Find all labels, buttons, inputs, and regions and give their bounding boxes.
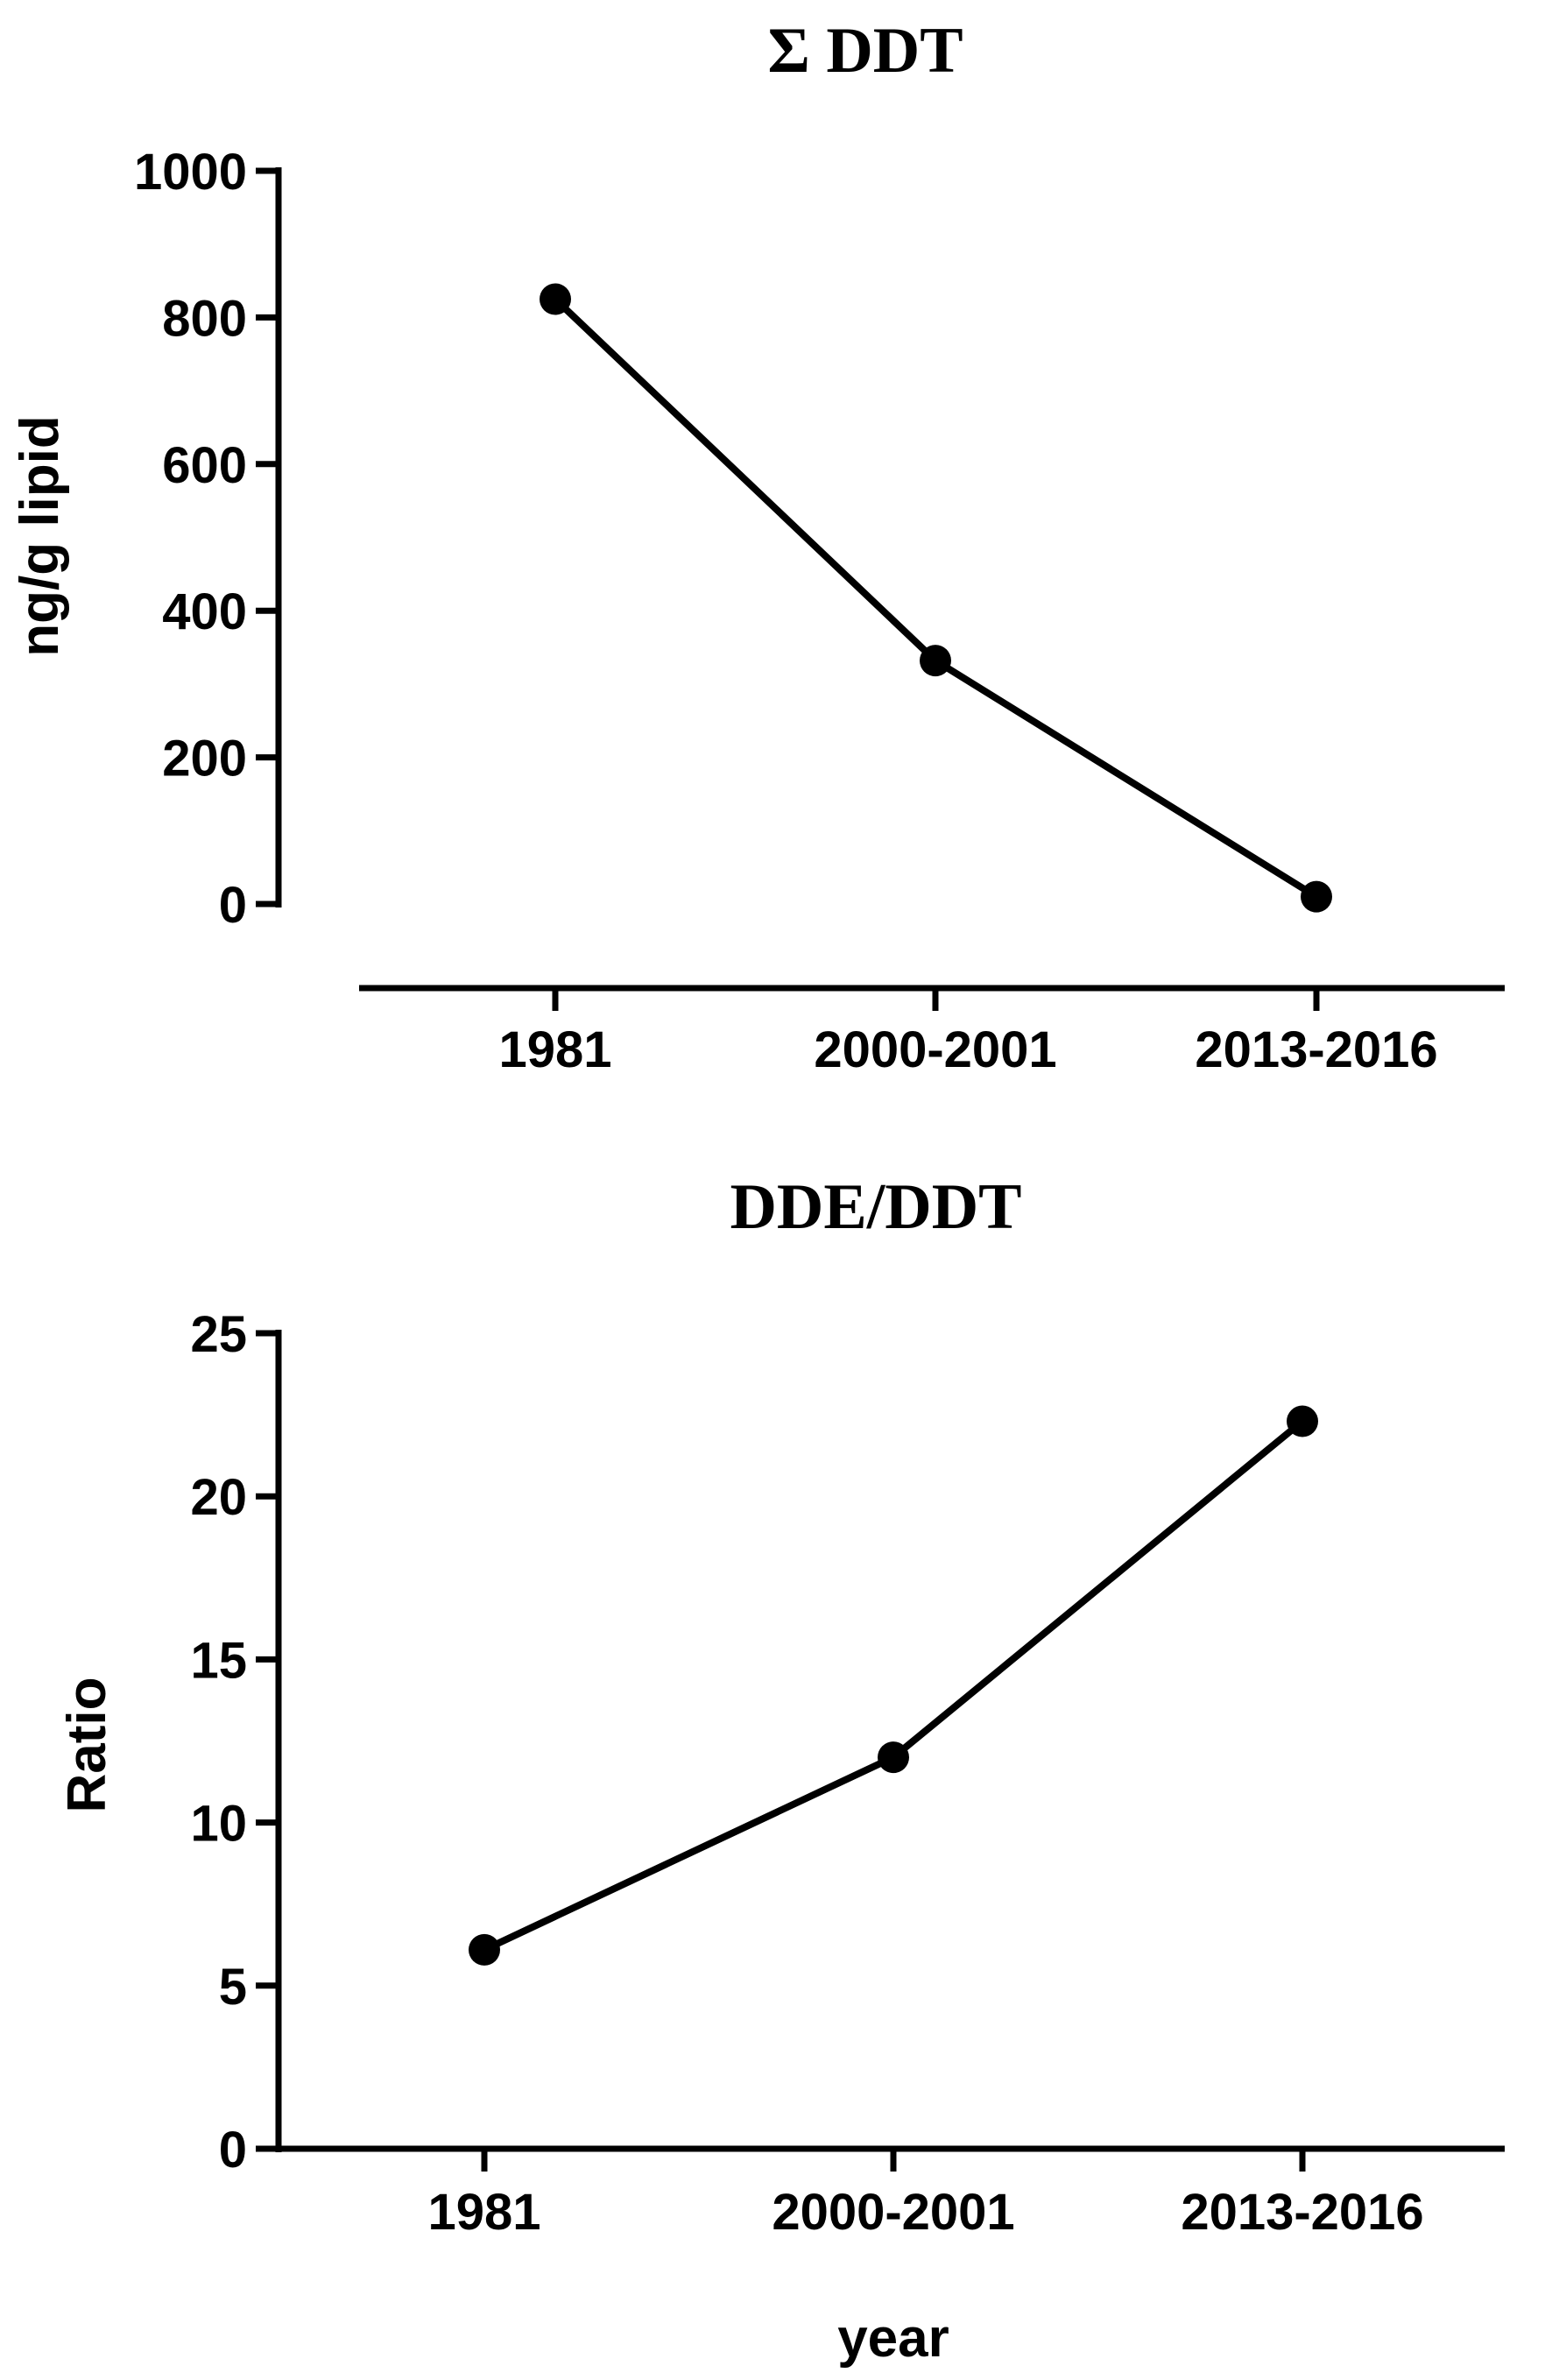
chart-title: DDE/DDT bbox=[730, 1171, 1021, 1243]
y-tick-label: 200 bbox=[162, 731, 247, 787]
y-tick-label: 800 bbox=[162, 290, 247, 347]
data-point bbox=[540, 283, 571, 315]
y-tick-label: 25 bbox=[190, 1306, 247, 1363]
y-tick-label: 15 bbox=[190, 1632, 247, 1689]
y-tick-label: 20 bbox=[190, 1469, 247, 1526]
x-axis-label: year bbox=[837, 2308, 949, 2369]
y-axis-label: Ratio bbox=[57, 1677, 117, 1813]
y-axis-label: ng/g lipid bbox=[10, 415, 70, 657]
x-tick-label: 1981 bbox=[498, 1021, 611, 1078]
chart-title: Σ DDT bbox=[767, 15, 963, 87]
series-line bbox=[553, 296, 1319, 900]
data-point bbox=[1287, 1405, 1318, 1437]
data-point bbox=[920, 645, 951, 677]
y-tick-label: 0 bbox=[219, 2122, 247, 2179]
dde-ddt-ratio-chart: DDE/DDT 0 5 10 15 20 25 1981 2000-2001 2013-2016 R… bbox=[57, 1171, 1505, 2369]
data-point bbox=[878, 1741, 909, 1774]
y-tick-label: 600 bbox=[162, 437, 247, 494]
ddt-total-chart: Σ DDT 0 200 400 600 800 1000 1981 2000-2001 2013-… bbox=[10, 15, 1505, 1078]
x-tick-label: 2013-2016 bbox=[1195, 1021, 1437, 1078]
y-tick-label: 10 bbox=[190, 1796, 247, 1853]
data-point bbox=[1301, 880, 1332, 913]
y-tick-label: 5 bbox=[219, 1959, 247, 2016]
series-line bbox=[483, 1418, 1305, 1953]
x-tick-label: 2000-2001 bbox=[772, 2184, 1014, 2241]
y-tick-label: 1000 bbox=[134, 144, 247, 201]
y-tick-label: 0 bbox=[219, 877, 247, 934]
x-tick-label: 1981 bbox=[427, 2184, 540, 2241]
x-tick-label: 2000-2001 bbox=[814, 1021, 1056, 1078]
y-tick-label: 400 bbox=[162, 583, 247, 640]
data-point bbox=[469, 1933, 500, 1966]
x-tick-label: 2013-2016 bbox=[1181, 2184, 1423, 2241]
